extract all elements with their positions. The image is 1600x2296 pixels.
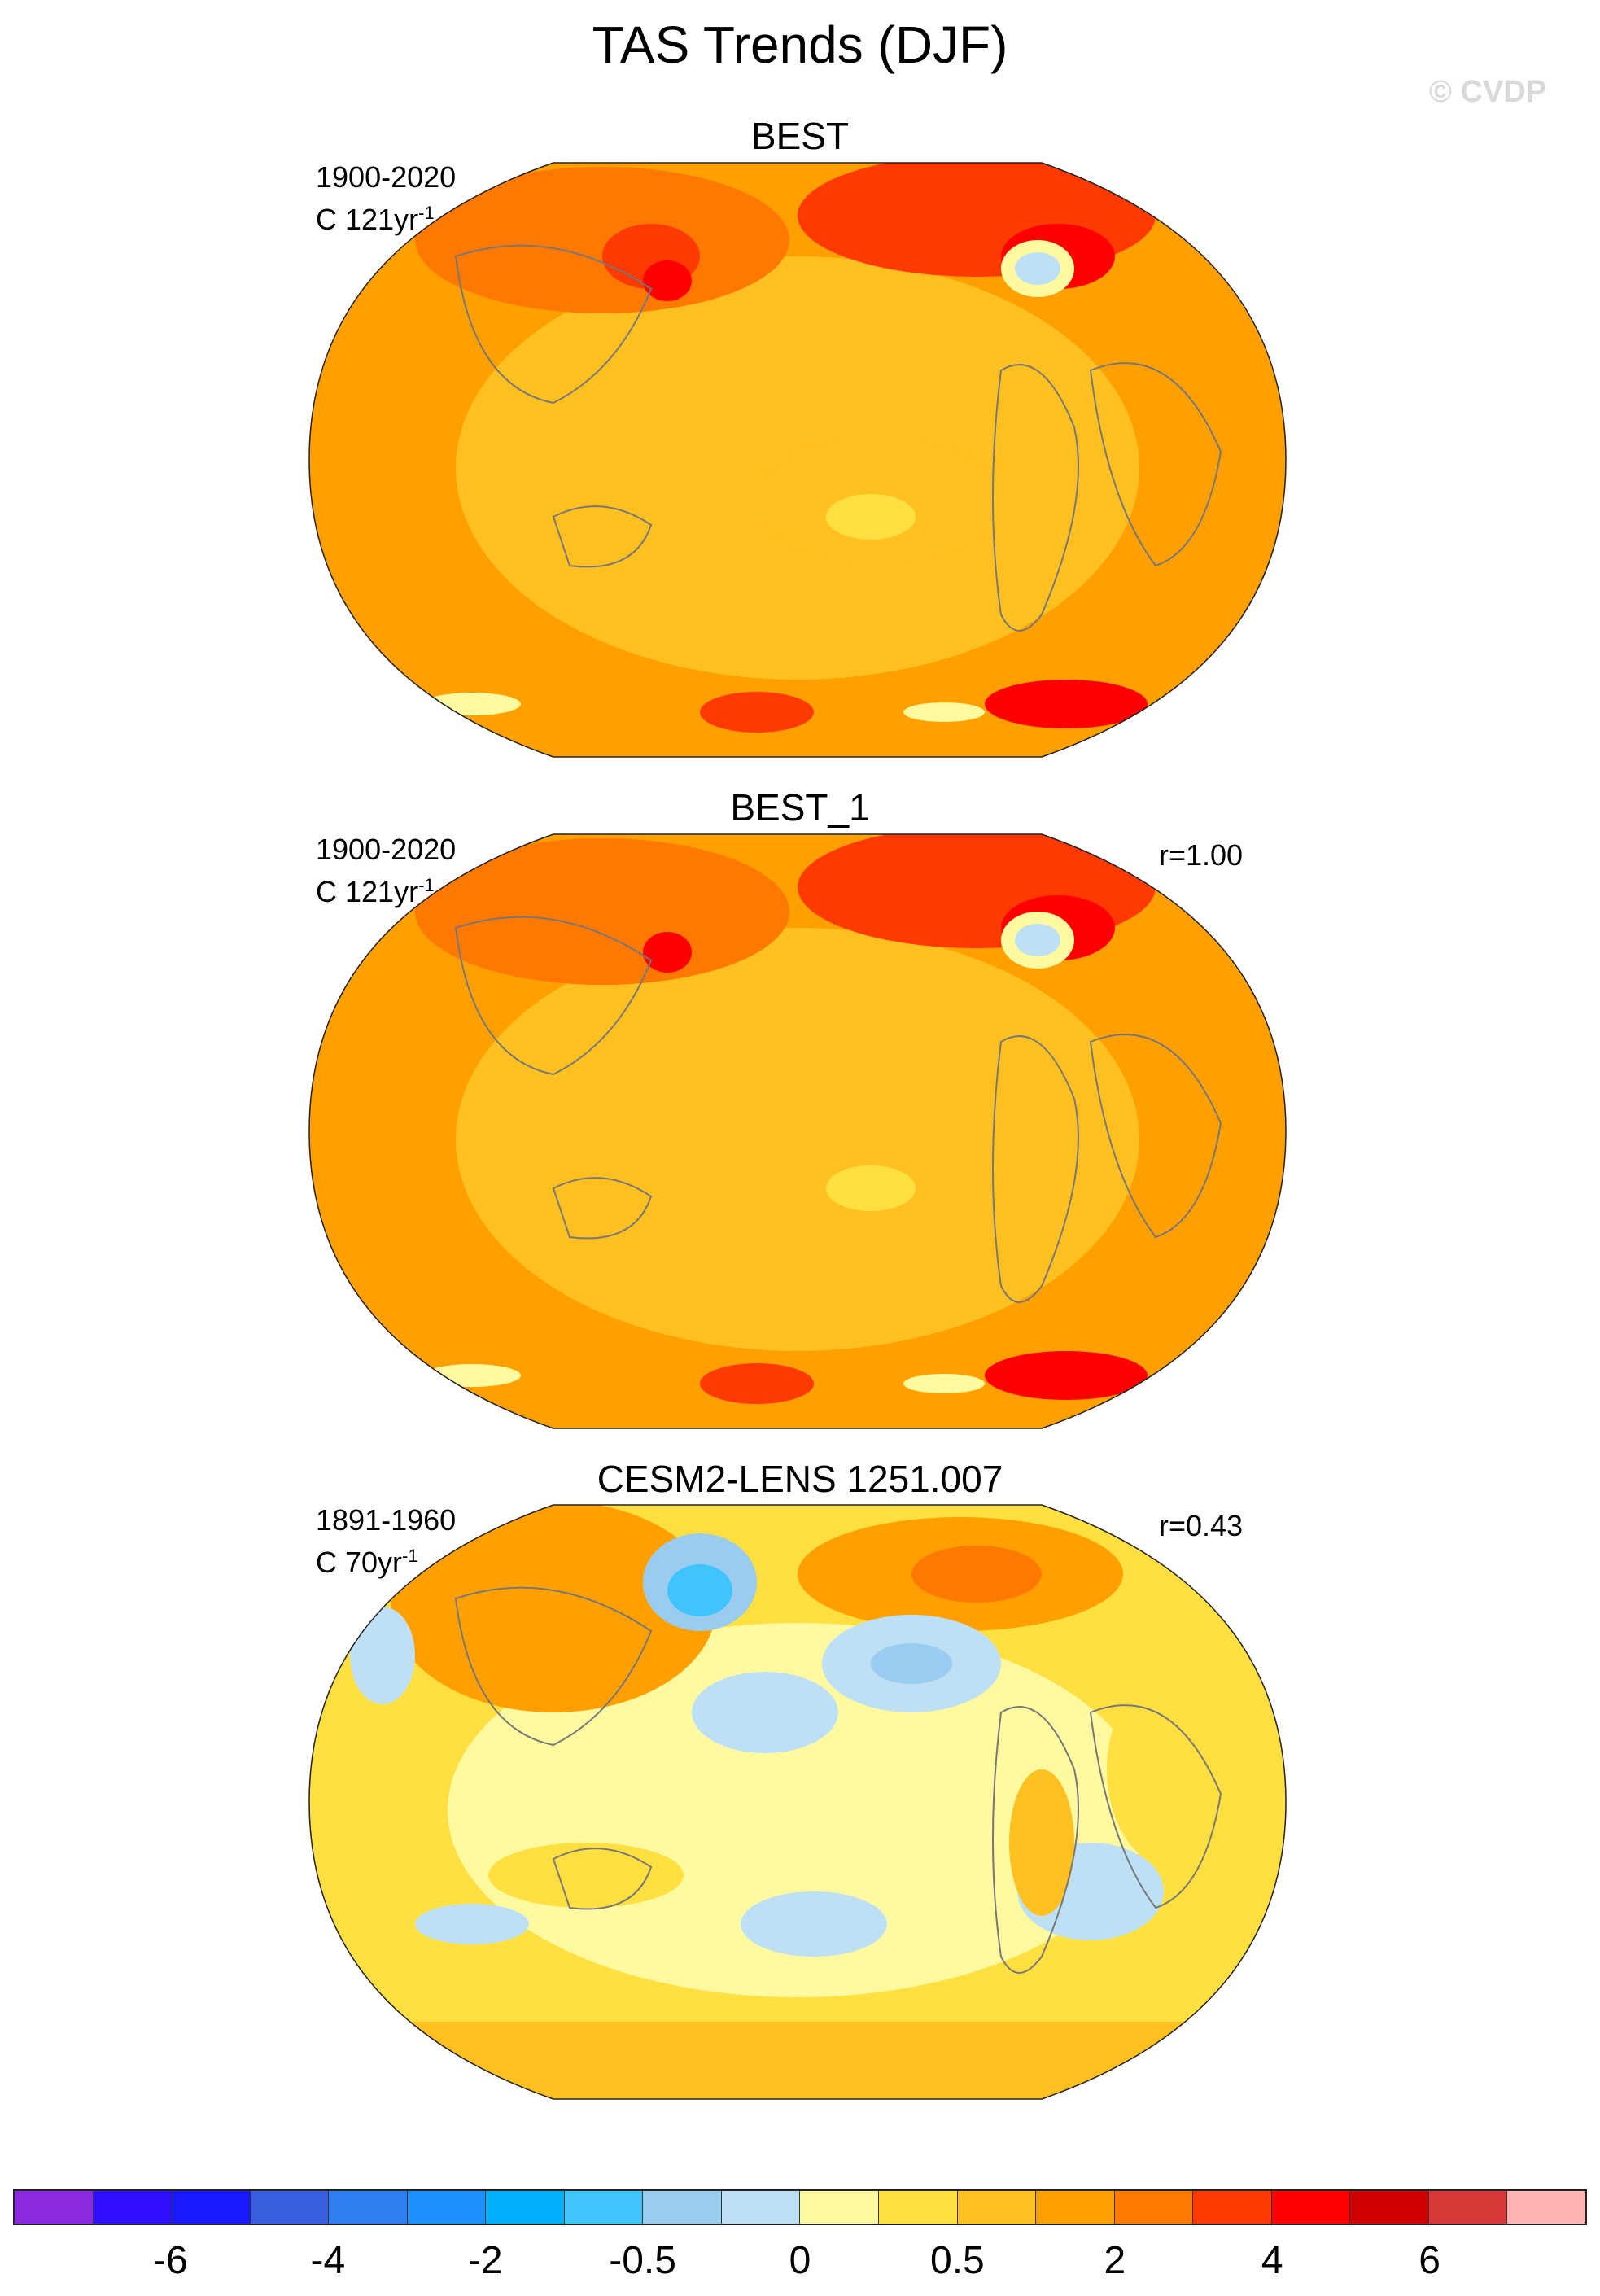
colorbar-tick-label: 0.5 xyxy=(930,2239,985,2282)
colorbar-tick-label: 4 xyxy=(1261,2239,1283,2282)
colorbar-cell xyxy=(1350,2191,1429,2224)
colorbar-cell xyxy=(1428,2191,1508,2224)
panel-period-3: 1891-1960 xyxy=(316,1503,457,1537)
colorbar-tick-label: 2 xyxy=(1104,2239,1126,2282)
trend-map-3 xyxy=(308,1504,1287,2100)
colorbar-cell xyxy=(564,2191,644,2224)
colorbar-cell xyxy=(1036,2191,1115,2224)
colorbar-cell xyxy=(721,2191,801,2224)
colorbar-cell xyxy=(879,2191,958,2224)
panel-units-1: C 121yr-1 xyxy=(316,203,435,236)
colorbar-tick-label: -0.5 xyxy=(609,2239,676,2282)
colorbar-cell xyxy=(486,2191,565,2224)
colorbar-tick-label: -2 xyxy=(467,2239,503,2282)
colorbar-cell xyxy=(407,2191,487,2224)
colorbar-cell xyxy=(1271,2191,1351,2224)
colorbar-tick-label: -6 xyxy=(153,2239,188,2282)
colorbar-tick-label: 6 xyxy=(1419,2239,1440,2282)
panel-title-3: CESM2-LENS 1251.007 xyxy=(597,1458,1003,1500)
colorbar xyxy=(13,2189,1587,2225)
panel-period-2: 1900-2020 xyxy=(316,833,457,866)
trend-map-1 xyxy=(308,162,1287,758)
colorbar-cell xyxy=(93,2191,173,2224)
colorbar-cell xyxy=(643,2191,722,2224)
panel-units-3: C 70yr-1 xyxy=(316,1546,418,1579)
figure-title: TAS Trends (DJF) xyxy=(592,15,1008,74)
panel-r-2: r=1.00 xyxy=(1159,838,1244,872)
colorbar-cell xyxy=(1193,2191,1272,2224)
panel-title-2: BEST_1 xyxy=(730,786,870,829)
colorbar-tick-label: -4 xyxy=(310,2239,346,2282)
panel-title-1: BEST xyxy=(750,115,850,157)
panel-units-2: C 121yr-1 xyxy=(316,875,435,908)
colorbar-cell xyxy=(1114,2191,1194,2224)
colorbar-cell xyxy=(15,2191,94,2224)
colorbar-tick-label: 0 xyxy=(789,2239,811,2282)
watermark: © CVDP xyxy=(1429,75,1547,109)
colorbar-cell xyxy=(329,2191,408,2224)
colorbar-cell xyxy=(957,2191,1037,2224)
colorbar-cell xyxy=(172,2191,251,2224)
trend-map-2 xyxy=(308,833,1287,1429)
colorbar-cell xyxy=(1507,2191,1585,2224)
colorbar-cell xyxy=(800,2191,880,2224)
panel-period-1: 1900-2020 xyxy=(316,160,457,194)
panel-r-3: r=0.43 xyxy=(1159,1509,1244,1542)
colorbar-cell xyxy=(250,2191,330,2224)
